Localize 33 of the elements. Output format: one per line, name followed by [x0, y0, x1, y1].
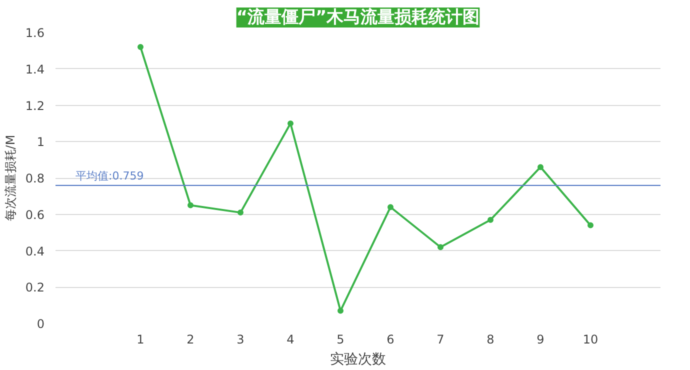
x-tick-label: 1	[136, 332, 144, 346]
y-tick-label: 0.2	[25, 280, 45, 295]
x-tick-label: 9	[536, 332, 544, 346]
point	[488, 216, 494, 223]
point	[288, 120, 294, 126]
y-tick-label: 1	[36, 135, 45, 150]
x-tick-label: 5	[336, 332, 344, 346]
point	[138, 44, 144, 50]
y-tick-label: 1.6	[25, 26, 45, 40]
x-tick-label: 4	[286, 332, 294, 346]
point	[588, 222, 594, 228]
y-tick-label: 0.6	[25, 208, 45, 222]
x-tick-label: 6	[386, 332, 394, 346]
ref-line-label: 平均值:0.759	[76, 169, 144, 182]
y-tick-label: 1.2	[25, 98, 45, 113]
x-tick-label: 8	[486, 332, 494, 346]
point	[338, 308, 344, 314]
y-tick-label: 0	[36, 317, 45, 331]
point	[538, 164, 544, 170]
x-axis-title: 实验次数	[330, 352, 386, 368]
y-axis-title: 每次流量损耗/M	[3, 134, 18, 222]
point	[188, 202, 194, 208]
point	[438, 244, 444, 250]
x-tick-label: 10	[582, 332, 598, 346]
point	[238, 210, 244, 216]
y-tick-label: 1.4	[25, 62, 45, 76]
y-tick-label: 0.4	[25, 244, 45, 258]
point	[388, 204, 394, 210]
x-tick-label: 7	[436, 332, 444, 346]
chart-title: “流量僵尸”木马流量损耗统计图	[236, 8, 480, 28]
x-tick-label: 2	[186, 332, 194, 346]
x-tick-label: 3	[236, 332, 244, 346]
y-tick-label: 0.8	[25, 172, 45, 186]
